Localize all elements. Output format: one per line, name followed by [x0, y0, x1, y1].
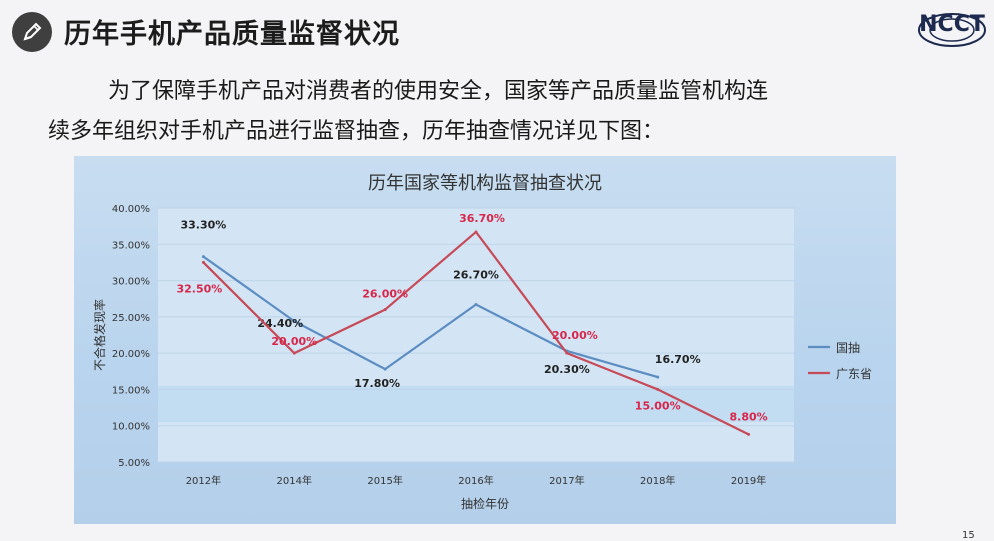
chart-title: 历年国家等机构监督抽查状况: [368, 173, 602, 194]
data-point: [383, 367, 387, 371]
data-point: [474, 230, 478, 234]
x-tick-label: 2016年: [458, 474, 493, 487]
x-tick-label: 2018年: [640, 474, 675, 487]
data-point: [474, 303, 478, 307]
x-tick-label: 2012年: [186, 474, 221, 487]
data-label: 26.70%: [453, 269, 499, 282]
x-tick-label: 2019年: [731, 474, 766, 487]
y-axis-label: 不合格发现率: [92, 299, 107, 371]
page-number: 15: [962, 530, 975, 541]
data-point: [565, 351, 569, 355]
data-label: 8.80%: [729, 410, 767, 423]
ncct-logo: NCCT: [916, 8, 988, 50]
data-point: [656, 375, 660, 379]
y-tick-label: 10.00%: [112, 422, 150, 433]
data-point: [383, 308, 387, 312]
data-label: 32.50%: [177, 282, 223, 295]
data-label: 17.80%: [354, 377, 400, 390]
pencil-icon: [12, 12, 52, 52]
data-point: [292, 351, 296, 355]
data-label: 15.00%: [635, 399, 681, 412]
intro-paragraph: 为了保障手机产品对消费者的使用安全，国家等产品质量监管机构连 续多年组织对手机产…: [48, 72, 888, 152]
x-tick-label: 2017年: [549, 474, 584, 487]
plot-area: [158, 208, 794, 462]
intro-line-1: 为了保障手机产品对消费者的使用安全，国家等产品质量监管机构连: [108, 79, 769, 104]
x-axis-label: 抽检年份: [461, 496, 509, 511]
y-tick-label: 25.00%: [112, 313, 150, 324]
logo-text: NCCT: [919, 12, 985, 37]
data-point: [201, 260, 205, 264]
data-point: [292, 319, 296, 323]
x-tick-label: 2015年: [367, 474, 402, 487]
plot-band: [158, 385, 794, 423]
slide-header: 历年手机产品质量监督状况 NCCT: [0, 0, 994, 62]
x-tick-label: 2014年: [277, 474, 312, 487]
y-tick-label: 15.00%: [112, 385, 150, 396]
y-tick-label: 20.00%: [112, 349, 150, 360]
y-tick-label: 30.00%: [112, 277, 150, 288]
data-label: 20.30%: [544, 363, 590, 376]
data-label: 26.00%: [362, 288, 408, 301]
intro-line-2: 续多年组织对手机产品进行监督抽查，历年抽查情况详见下图：: [48, 119, 665, 144]
line-chart: 历年国家等机构监督抽查状况 5.00% 10.00% 15.00% 20.00% 25.0…: [92, 173, 872, 511]
data-point: [747, 432, 751, 436]
series-line-1: [202, 255, 659, 379]
slide-title: 历年手机产品质量监督状况: [64, 19, 400, 50]
data-label: 20.00%: [552, 329, 598, 342]
data-label: 16.70%: [655, 353, 701, 366]
y-tick-label: 5.00%: [118, 458, 150, 469]
chart-panel: 历年国家等机构监督抽查状况 5.00% 10.00% 15.00% 20.00% 25.0…: [74, 156, 896, 524]
data-label: 20.00%: [271, 335, 317, 348]
data-point: [656, 387, 660, 391]
y-tick-label: 35.00%: [112, 240, 150, 251]
data-label: 33.30%: [181, 219, 227, 232]
legend-entry: 广东省: [836, 367, 872, 381]
data-label: 36.70%: [459, 212, 505, 225]
y-tick-label: 40.00%: [112, 204, 150, 215]
legend-entry: 国抽: [836, 341, 860, 355]
data-point: [201, 255, 205, 259]
